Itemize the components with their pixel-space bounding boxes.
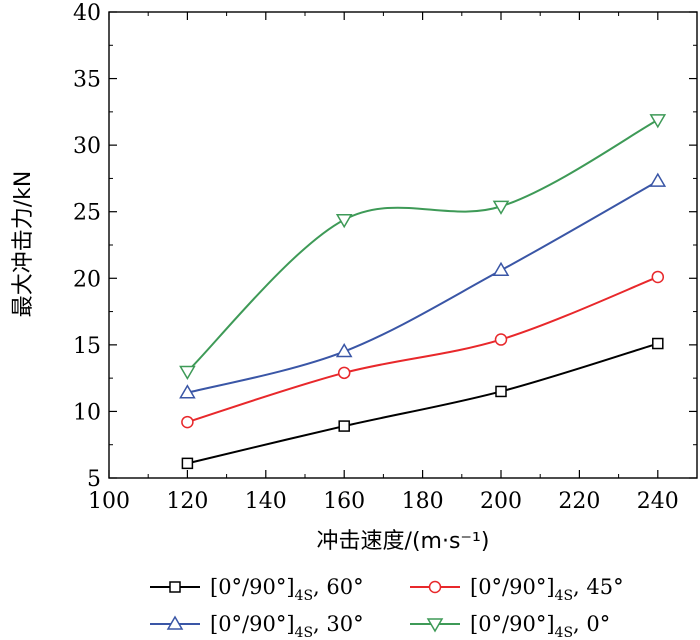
series-line-3 xyxy=(186,118,659,373)
y-tick-label: 25 xyxy=(73,201,101,226)
y-tick-label: 5 xyxy=(87,467,101,492)
series-line-1 xyxy=(187,276,659,424)
data-point-s1-1 xyxy=(337,366,351,380)
series-0 xyxy=(181,337,664,470)
series-layer xyxy=(179,114,667,470)
x-axis-title: 冲击速度/(m·s⁻¹) xyxy=(317,529,490,554)
data-point-s1-3 xyxy=(651,270,665,284)
data-point-s2-3 xyxy=(649,172,667,187)
x-tick-label: 160 xyxy=(323,489,365,514)
x-tick-label: 180 xyxy=(402,489,444,514)
legend-label: [0°/90°]4S, 60° xyxy=(210,575,364,604)
data-point-s3-0 xyxy=(179,365,196,380)
x-tick-label: 220 xyxy=(558,489,600,514)
data-point-s2-0 xyxy=(179,384,196,399)
x-tick-label: 140 xyxy=(245,489,287,514)
legend-marker-triangle-up xyxy=(166,615,184,630)
y-tick-label: 20 xyxy=(73,267,101,292)
x-tick-label: 240 xyxy=(637,489,679,514)
data-point-s1-2 xyxy=(494,333,508,346)
series-line-2 xyxy=(187,180,659,394)
data-point-s0-1 xyxy=(338,420,350,432)
legend-marker-circle xyxy=(428,580,442,594)
series-line-0 xyxy=(187,342,659,465)
y-tick-label: 10 xyxy=(73,400,101,425)
legend-item-1: [0°/90°]4S, 45° xyxy=(410,575,624,604)
data-point-s3-1 xyxy=(335,213,353,229)
legend-item-0: [0°/90°]4S, 60° xyxy=(150,575,364,604)
legend-item-3: [0°/90°]4S, 0° xyxy=(410,612,610,640)
legend: [0°/90°]4S, 60° [0°/90°]4S, 45° [0°/90°]4S… xyxy=(150,575,624,640)
data-point-s2-1 xyxy=(335,343,353,358)
data-point-s2-2 xyxy=(492,261,510,277)
x-tick-label: 120 xyxy=(166,489,208,514)
series-1 xyxy=(181,270,665,429)
legend-label: [0°/90°]4S, 30° xyxy=(210,612,364,640)
data-point-s0-3 xyxy=(652,337,664,350)
y-tick-label: 35 xyxy=(73,68,101,93)
legend-marker-triangle-down xyxy=(426,618,444,633)
plot-frame xyxy=(108,11,698,479)
legend-label: [0°/90°]4S, 45° xyxy=(470,575,624,604)
y-axis-title: 最大冲击力/kN xyxy=(11,171,36,318)
legend-item-2: [0°/90°]4S, 30° xyxy=(150,612,364,640)
legend-label: [0°/90°]4S, 0° xyxy=(470,612,610,640)
y-tick-label: 30 xyxy=(73,134,101,159)
data-point-s0-2 xyxy=(495,385,507,398)
data-point-s0-0 xyxy=(181,457,194,470)
data-point-s3-3 xyxy=(649,114,667,129)
axes: 100 120 140 160 180 200 220 240 5 10 15 20 25 30 35 40 xyxy=(73,1,698,514)
data-point-s3-2 xyxy=(492,200,510,215)
series-2 xyxy=(179,172,667,399)
series-3 xyxy=(179,114,667,380)
data-point-s1-0 xyxy=(181,415,194,429)
y-tick-label: 40 xyxy=(73,1,101,26)
x-tick-label: 200 xyxy=(480,489,522,514)
legend-marker-square xyxy=(169,581,181,593)
x-tick-label: 100 xyxy=(88,489,130,514)
y-tick-label: 15 xyxy=(73,334,101,359)
